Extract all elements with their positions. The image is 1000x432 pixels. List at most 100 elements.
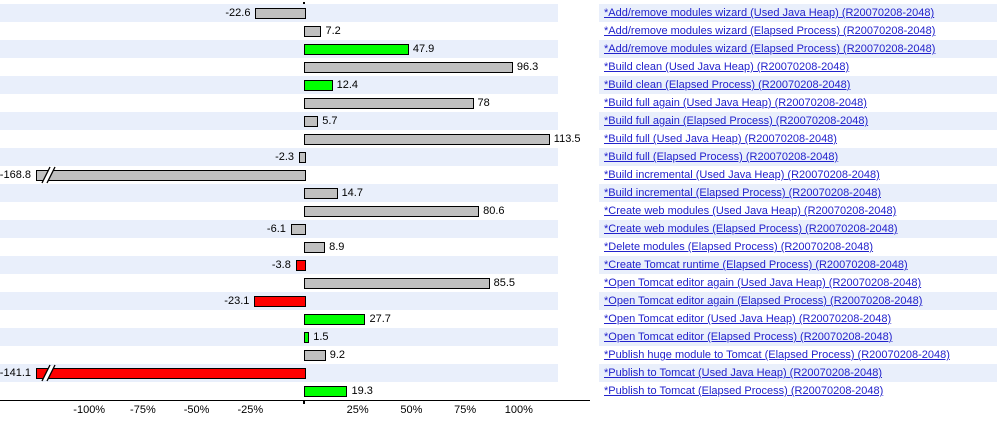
test-result-link[interactable]: *Build full again (Elapsed Process) (R20… bbox=[604, 115, 869, 127]
row-band-label bbox=[599, 220, 997, 238]
value-bar bbox=[304, 332, 310, 343]
value-label: -3.8 bbox=[271, 259, 291, 271]
value-bar bbox=[304, 278, 490, 289]
row-band-label bbox=[599, 130, 997, 148]
row-band-label bbox=[599, 328, 997, 346]
row-band-label bbox=[599, 382, 997, 400]
test-result-link[interactable]: *Build full again (Used Java Heap) (R200… bbox=[604, 97, 867, 109]
value-bar bbox=[304, 62, 513, 73]
row-band-plot bbox=[0, 94, 558, 112]
axis-break-icon bbox=[38, 364, 60, 382]
row-band-plot bbox=[0, 22, 558, 40]
value-bar bbox=[304, 242, 326, 253]
test-result-link[interactable]: *Build full (Used Java Heap) (R20070208-… bbox=[604, 133, 837, 145]
test-result-link[interactable]: *Publish huge module to Tomcat (Elapsed … bbox=[604, 349, 950, 361]
test-result-link[interactable]: *Open Tomcat editor (Used Java Heap) (R2… bbox=[604, 313, 892, 325]
x-tick-label: 100% bbox=[504, 404, 533, 416]
row-band-plot bbox=[0, 40, 558, 58]
test-result-link[interactable]: *Delete modules (Elapsed Process) (R2007… bbox=[604, 241, 874, 253]
test-result-link[interactable]: *Open Tomcat editor again (Used Java Hea… bbox=[604, 277, 922, 289]
value-label: 96.3 bbox=[516, 61, 539, 73]
test-result-link[interactable]: *Build clean (Used Java Heap) (R20070208… bbox=[604, 61, 850, 73]
row-band-label bbox=[599, 238, 997, 256]
row-band-label bbox=[599, 202, 997, 220]
value-bar bbox=[304, 44, 409, 55]
value-label: 85.5 bbox=[493, 277, 516, 289]
test-result-link[interactable]: *Add/remove modules wizard (Used Java He… bbox=[604, 7, 935, 19]
row-band-plot bbox=[0, 148, 558, 166]
x-tick-label: -50% bbox=[183, 404, 210, 416]
row-band-plot bbox=[0, 184, 558, 202]
value-bar bbox=[304, 314, 366, 325]
test-result-link[interactable]: *Create Tomcat runtime (Elapsed Process)… bbox=[604, 259, 908, 271]
value-label: -6.1 bbox=[266, 223, 286, 235]
test-result-link[interactable]: *Build full (Elapsed Process) (R20070208… bbox=[604, 151, 839, 163]
test-result-link[interactable]: *Create web modules (Elapsed Process) (R… bbox=[604, 223, 898, 235]
value-label: -23.1 bbox=[224, 295, 250, 307]
x-tick-label: -100% bbox=[73, 404, 106, 416]
value-bar bbox=[254, 296, 306, 307]
value-label: 9.2 bbox=[329, 349, 346, 361]
value-label: -22.6 bbox=[225, 7, 251, 19]
x-tick-label: 50% bbox=[400, 404, 423, 416]
test-result-link[interactable]: *Publish to Tomcat (Used Java Heap) (R20… bbox=[604, 367, 883, 379]
value-label: 47.9 bbox=[412, 43, 435, 55]
x-tick-label: -75% bbox=[130, 404, 156, 416]
value-label: -141.1 bbox=[0, 367, 31, 379]
row-band-plot bbox=[0, 328, 558, 346]
row-band-plot bbox=[0, 256, 558, 274]
test-result-link[interactable]: *Add/remove modules wizard (Elapsed Proc… bbox=[604, 25, 936, 37]
test-result-link[interactable]: *Build incremental (Elapsed Process) (R2… bbox=[604, 187, 881, 199]
row-band-label bbox=[599, 166, 997, 184]
row-band-label bbox=[599, 256, 997, 274]
value-bar bbox=[304, 80, 333, 91]
value-label: 1.5 bbox=[313, 331, 329, 343]
test-result-link[interactable]: *Build clean (Elapsed Process) (R2007020… bbox=[604, 79, 851, 91]
value-label: 14.7 bbox=[341, 187, 363, 199]
row-band-plot bbox=[0, 76, 558, 94]
value-bar bbox=[304, 350, 326, 361]
row-band-label bbox=[599, 94, 997, 112]
row-band-label bbox=[599, 364, 997, 382]
axis-break-icon bbox=[38, 166, 60, 184]
value-bar bbox=[299, 152, 306, 163]
row-band-plot bbox=[0, 238, 558, 256]
test-result-link[interactable]: *Create web modules (Used Java Heap) (R2… bbox=[604, 205, 897, 217]
row-band-label bbox=[599, 58, 997, 76]
value-bar bbox=[304, 386, 348, 397]
row-band-label bbox=[599, 40, 997, 58]
row-band-plot bbox=[0, 382, 558, 400]
value-bar bbox=[304, 116, 319, 127]
row-band-plot bbox=[0, 310, 558, 328]
zero-axis-tick bbox=[303, 400, 305, 404]
test-result-link[interactable]: *Build incremental (Used Java Heap) (R20… bbox=[604, 169, 880, 181]
test-result-link[interactable]: *Open Tomcat editor again (Elapsed Proce… bbox=[604, 295, 923, 307]
value-label: 12.4 bbox=[336, 79, 359, 91]
row-band-label bbox=[599, 292, 997, 310]
test-result-link[interactable]: *Open Tomcat editor (Elapsed Process) (R… bbox=[604, 331, 893, 343]
row-band-label bbox=[599, 184, 997, 202]
value-label: 113.5 bbox=[553, 133, 581, 145]
row-band-label bbox=[599, 22, 997, 40]
row-band-label bbox=[599, 76, 997, 94]
row-band-label bbox=[599, 346, 997, 364]
value-bar bbox=[255, 8, 306, 19]
value-label: -168.8 bbox=[0, 169, 31, 181]
value-label: 5.7 bbox=[322, 115, 338, 127]
value-bar bbox=[304, 98, 474, 109]
value-bar bbox=[295, 260, 306, 271]
row-band-label bbox=[599, 112, 997, 130]
test-result-link[interactable]: *Publish to Tomcat (Elapsed Process) (R2… bbox=[604, 385, 884, 397]
x-tick-label: 75% bbox=[454, 404, 477, 416]
row-band-plot bbox=[0, 112, 558, 130]
value-label: -2.3 bbox=[275, 151, 295, 163]
row-band-label bbox=[599, 274, 997, 292]
value-bar bbox=[304, 134, 550, 145]
x-axis-line bbox=[0, 400, 590, 401]
value-bar bbox=[290, 224, 306, 235]
test-result-link[interactable]: *Add/remove modules wizard (Elapsed Proc… bbox=[604, 43, 936, 55]
x-tick-label: -25% bbox=[237, 404, 264, 416]
row-band-label bbox=[599, 310, 997, 328]
row-band-plot bbox=[0, 220, 558, 238]
value-label: 7.2 bbox=[325, 25, 341, 37]
